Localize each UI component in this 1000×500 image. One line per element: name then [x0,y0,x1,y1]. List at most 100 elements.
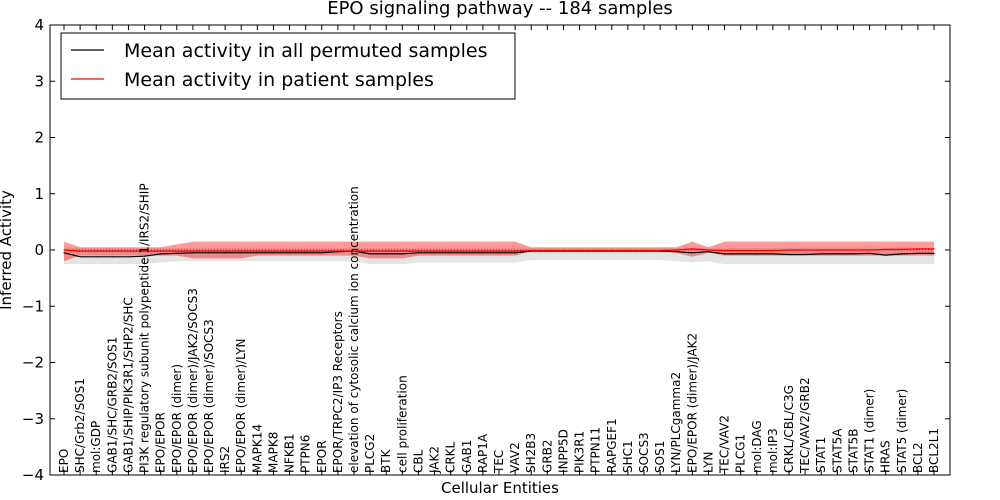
data-point-1-30 [546,250,548,252]
data-point-0-54 [933,252,935,254]
data-point-1-6 [160,250,162,252]
data-point-0-27 [498,252,500,254]
data-point-0-20 [385,253,387,255]
data-point-0-12 [256,252,258,254]
data-point-1-37 [659,250,661,252]
data-point-0-8 [192,252,194,254]
data-point-1-32 [579,250,581,252]
data-point-1-38 [675,249,677,251]
x-tick-label: MAPK8 [266,432,280,473]
data-point-1-42 [740,250,742,252]
x-tick-label: cell proliferation [395,375,409,473]
data-point-1-25 [466,250,468,252]
x-tick-label: GRB2 [540,439,554,473]
x-tick-label: EPO [57,449,71,473]
y-tick-label: 2 [34,129,44,147]
data-point-1-33 [595,250,597,252]
x-tick-label: PLCG1 [734,434,748,473]
y-tick-label: 0 [34,241,44,259]
data-point-0-24 [450,252,452,254]
data-point-1-19 [369,250,371,252]
x-tick-label: IRS2 [218,446,232,473]
data-point-0-4 [127,256,129,258]
data-point-0-48 [836,253,838,255]
data-point-0-52 [901,253,903,255]
data-point-1-46 [804,249,806,251]
data-point-1-13 [272,250,274,252]
x-tick-label: mol:IP3 [766,428,780,473]
x-tick-label: PLCG2 [363,434,377,473]
x-tick-label: BCL2L1 [927,428,941,473]
data-point-0-1 [79,256,81,258]
legend: Mean activity in all permuted samples Me… [60,32,516,100]
data-point-0-40 [707,251,710,253]
x-tick-label: RAPGEF1 [605,418,619,473]
x-tick-label: SHC/Grb2/SOS1 [73,378,87,473]
y-axis-label: Inferred Activity [0,190,15,310]
x-tick-label: SOS1 [653,441,667,473]
data-point-1-34 [611,250,613,252]
data-point-0-23 [434,252,436,254]
data-point-1-3 [111,250,113,252]
y-tick-label: 1 [34,185,44,203]
data-point-1-18 [353,250,355,252]
data-point-1-26 [482,250,484,252]
data-point-1-31 [562,250,565,252]
x-tick-label: RAP1A [476,433,490,473]
data-point-0-14 [289,252,291,254]
data-point-0-43 [756,253,758,255]
data-point-1-14 [289,250,291,252]
data-point-1-12 [256,250,258,252]
x-tick-label: SH2B3 [524,433,538,473]
x-tick-label: VAV2 [508,442,522,473]
data-point-1-16 [321,250,323,252]
data-point-1-1 [79,250,81,252]
data-point-1-48 [836,249,838,251]
data-point-0-47 [820,253,822,255]
data-point-1-17 [337,250,339,252]
data-point-0-39 [691,252,693,254]
y-tick-label: 3 [34,72,44,90]
data-point-0-46 [804,253,806,256]
data-point-1-51 [885,248,887,250]
data-point-0-2 [95,256,97,258]
x-tick-label: GAB1 [460,440,474,473]
data-point-1-21 [401,250,403,252]
data-point-0-13 [272,252,274,254]
x-tick-label: EPO/EPOR (dimer)/JAK2/SOCS3 [186,288,200,473]
data-point-1-7 [176,250,178,252]
x-tick-label: LYN [701,452,715,473]
data-point-1-47 [820,249,822,251]
y-tick-label: 4 [34,16,44,34]
data-point-1-24 [450,250,452,252]
x-tick-label: PTPN6 [299,435,313,473]
data-point-0-15 [305,252,307,254]
x-tick-label: SOCS3 [637,432,651,473]
x-tick-label: BTK [379,448,393,473]
data-point-0-6 [160,253,162,255]
x-tick-label: EPO/EPOR (dimer)/LYN [234,338,248,472]
y-tick-label: −2 [22,354,44,372]
x-tick-label: PIK3R1 [573,431,587,473]
data-point-0-22 [417,252,419,254]
x-tick-label: LYN/PLCgamma2 [669,372,683,473]
data-point-1-20 [385,250,387,252]
data-point-0-21 [401,253,403,255]
plot-frame [49,24,951,476]
x-tick-label: EPOR/TRPC2/IP3 Receptors [331,311,345,473]
data-point-0-11 [240,252,242,254]
data-point-0-44 [772,253,774,255]
data-point-1-23 [434,250,436,252]
x-tick-label: EPO/EPOR (dimer) [170,364,184,473]
data-point-0-0 [63,252,65,254]
x-tick-label: HRAS [879,440,893,473]
data-point-1-0 [63,249,65,251]
data-point-1-2 [95,250,97,252]
data-point-0-38 [675,251,677,253]
data-point-1-22 [417,250,419,252]
data-point-0-49 [852,253,855,255]
data-point-0-7 [176,252,178,254]
x-tick-label: STAT5B [846,428,860,473]
x-tick-label: TEC/VAV2 [718,415,732,474]
x-tick-label: EPO/EPOR (dimer)/JAK2 [685,333,699,473]
